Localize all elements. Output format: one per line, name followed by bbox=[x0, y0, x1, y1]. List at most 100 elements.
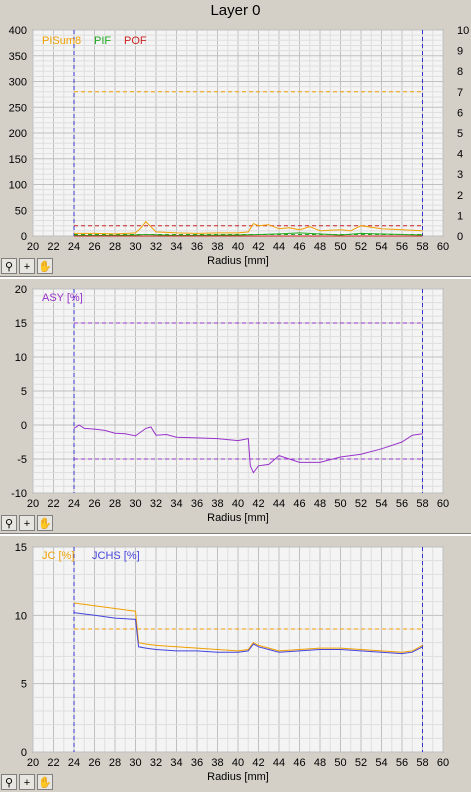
x-tick-label: 48 bbox=[314, 498, 326, 510]
x-tick-label: 48 bbox=[314, 241, 326, 253]
x-tick-label: 50 bbox=[334, 498, 346, 510]
x-tick-label: 58 bbox=[416, 241, 428, 253]
y-tick-label: 200 bbox=[9, 128, 27, 140]
x-tick-label: 40 bbox=[232, 241, 244, 253]
y-tick-label: 0 bbox=[21, 747, 27, 759]
x-tick-label: 34 bbox=[170, 241, 182, 253]
legend-entry: PIF bbox=[94, 35, 111, 47]
x-tick-label: 50 bbox=[334, 757, 346, 769]
x-tick-label: 34 bbox=[170, 757, 182, 769]
x-tick-label: 34 bbox=[170, 498, 182, 510]
y-tick-label: 400 bbox=[9, 25, 27, 37]
hand-icon[interactable]: ✋ bbox=[37, 515, 53, 531]
y-tick-label: 15 bbox=[15, 542, 27, 554]
x-tick-label: 56 bbox=[396, 241, 408, 253]
hand-icon[interactable]: ✋ bbox=[37, 258, 53, 274]
x-tick-label: 30 bbox=[129, 757, 141, 769]
chart-1: 20 22 24 26 28 30 32 34 36 38 40 42 44 46 48 50 52 54 56 58… bbox=[9, 25, 470, 267]
chart-3: 20 22 24 26 28 30 32 34 36 38 40 42 44 46 48 50 52 54 56 58… bbox=[15, 542, 449, 783]
y-right-tick-label: 4 bbox=[457, 149, 463, 161]
x-tick-label: 24 bbox=[68, 498, 80, 510]
x-tick-label: 60 bbox=[437, 757, 449, 769]
x-tick-label: 30 bbox=[129, 241, 141, 253]
y-tick-label: 5 bbox=[21, 386, 27, 398]
y-tick-label: 10 bbox=[15, 352, 27, 364]
x-tick-label: 26 bbox=[88, 757, 100, 769]
x-axis-label: Radius [mm] bbox=[207, 512, 269, 524]
y-tick-label: 15 bbox=[15, 318, 27, 330]
y-tick-label: 250 bbox=[9, 102, 27, 114]
y-tick-label: -10 bbox=[11, 488, 27, 500]
y-right-tick-label: 10 bbox=[457, 25, 469, 37]
hand-icon[interactable]: ✋ bbox=[37, 774, 53, 790]
y-tick-label: 50 bbox=[15, 205, 27, 217]
y-right-tick-label: 7 bbox=[457, 87, 463, 99]
chart-2: 20 22 24 26 28 30 32 34 36 38 40 42 44 46 48 50 52 54 56 58… bbox=[11, 284, 449, 524]
x-tick-label: 20 bbox=[27, 241, 39, 253]
y-right-tick-label: 1 bbox=[457, 210, 463, 222]
zoom-icon[interactable]: ⚲ bbox=[1, 515, 17, 531]
window-title: Layer 0 bbox=[210, 2, 261, 19]
y-tick-label: 20 bbox=[15, 284, 27, 296]
y-tick-label: -5 bbox=[17, 454, 27, 466]
legend-entry: PISum8 bbox=[42, 35, 81, 47]
x-tick-label: 54 bbox=[375, 757, 387, 769]
x-tick-label: 46 bbox=[293, 498, 305, 510]
x-axis-label: Radius [mm] bbox=[207, 771, 269, 783]
x-tick-label: 44 bbox=[273, 757, 285, 769]
x-tick-label: 54 bbox=[375, 241, 387, 253]
x-tick-label: 26 bbox=[88, 241, 100, 253]
zoom-icon[interactable]: ⚲ bbox=[1, 258, 17, 274]
x-tick-label: 60 bbox=[437, 241, 449, 253]
x-tick-label: 58 bbox=[416, 757, 428, 769]
x-tick-label: 56 bbox=[396, 498, 408, 510]
y-tick-label: 10 bbox=[15, 610, 27, 622]
x-tick-label: 40 bbox=[232, 757, 244, 769]
panel-separator bbox=[0, 276, 471, 279]
crosshair-icon[interactable]: + bbox=[19, 774, 35, 790]
x-tick-label: 32 bbox=[150, 241, 162, 253]
x-tick-label: 24 bbox=[68, 241, 80, 253]
x-tick-label: 58 bbox=[416, 498, 428, 510]
legend-entry: JCHS [%] bbox=[92, 550, 140, 562]
x-tick-label: 26 bbox=[88, 498, 100, 510]
x-tick-label: 52 bbox=[355, 241, 367, 253]
x-tick-label: 36 bbox=[191, 241, 203, 253]
y-right-tick-label: 0 bbox=[457, 231, 463, 243]
x-tick-label: 28 bbox=[109, 241, 121, 253]
x-tick-label: 20 bbox=[27, 498, 39, 510]
x-tick-label: 24 bbox=[68, 757, 80, 769]
legend-entry: ASY [%] bbox=[42, 292, 83, 304]
crosshair-icon[interactable]: + bbox=[19, 258, 35, 274]
zoom-icon[interactable]: ⚲ bbox=[1, 774, 17, 790]
series-line bbox=[74, 220, 423, 235]
y-right-tick-label: 6 bbox=[457, 107, 463, 119]
x-tick-label: 44 bbox=[273, 241, 285, 253]
y-tick-label: 150 bbox=[9, 154, 27, 166]
x-axis-label: Radius [mm] bbox=[207, 255, 269, 267]
x-tick-label: 52 bbox=[355, 498, 367, 510]
x-tick-label: 36 bbox=[191, 498, 203, 510]
y-tick-label: 0 bbox=[21, 420, 27, 432]
y-right-tick-label: 3 bbox=[457, 169, 463, 181]
x-tick-label: 56 bbox=[396, 757, 408, 769]
x-tick-label: 52 bbox=[355, 757, 367, 769]
crosshair-icon[interactable]: + bbox=[19, 515, 35, 531]
y-right-tick-label: 9 bbox=[457, 46, 463, 58]
x-tick-label: 42 bbox=[252, 757, 264, 769]
x-tick-label: 38 bbox=[211, 498, 223, 510]
x-tick-label: 36 bbox=[191, 757, 203, 769]
x-tick-label: 32 bbox=[150, 757, 162, 769]
x-tick-label: 38 bbox=[211, 241, 223, 253]
y-tick-label: 350 bbox=[9, 51, 27, 63]
y-tick-label: 300 bbox=[9, 77, 27, 89]
series-line bbox=[73, 602, 423, 653]
x-tick-label: 28 bbox=[109, 498, 121, 510]
x-tick-label: 44 bbox=[273, 498, 285, 510]
x-tick-label: 46 bbox=[293, 241, 305, 253]
x-tick-label: 20 bbox=[27, 757, 39, 769]
panel-separator bbox=[0, 533, 471, 536]
x-tick-label: 32 bbox=[150, 498, 162, 510]
x-tick-label: 54 bbox=[375, 498, 387, 510]
